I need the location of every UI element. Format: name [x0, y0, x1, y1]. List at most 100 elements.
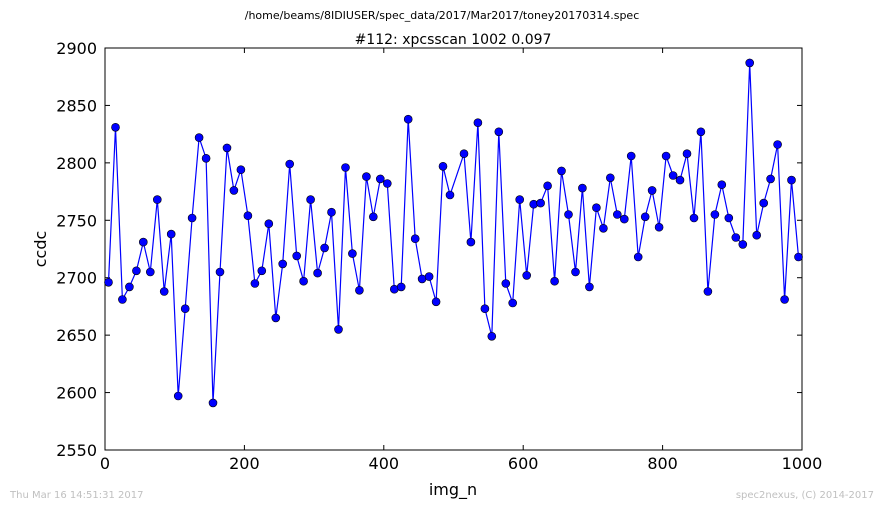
data-point	[773, 140, 782, 149]
y-tick-label: 2700	[56, 269, 97, 288]
x-tick-label: 600	[508, 454, 539, 473]
y-tick-label: 2650	[56, 326, 97, 345]
data-point	[515, 195, 525, 204]
data-point	[396, 282, 406, 292]
data-point	[327, 207, 336, 217]
data-point	[480, 304, 490, 314]
x-tick-label: 400	[369, 454, 400, 473]
data-point	[166, 229, 176, 239]
data-point	[536, 198, 545, 208]
data-point	[571, 267, 580, 277]
data-point	[341, 163, 350, 172]
data-point	[703, 287, 713, 296]
data-point	[731, 233, 741, 242]
data-point	[550, 276, 559, 286]
data-point	[494, 127, 504, 137]
data-point	[780, 295, 789, 304]
data-point	[355, 285, 364, 295]
data-point	[745, 58, 755, 68]
data-point	[661, 151, 671, 161]
data-point	[640, 212, 650, 222]
data-point	[675, 175, 685, 185]
data-point	[118, 295, 127, 304]
data-point	[633, 252, 643, 262]
data-point	[738, 240, 748, 249]
data-point	[375, 174, 385, 184]
x-tick-label: 800	[647, 454, 678, 473]
data-point	[466, 237, 476, 247]
y-tick-label: 2600	[56, 384, 97, 403]
y-tick-label: 2850	[56, 96, 97, 115]
data-point	[696, 127, 706, 137]
data-point	[334, 325, 343, 334]
data-point	[717, 180, 727, 189]
data-point	[382, 179, 392, 188]
y-axis-label: ccdc	[31, 231, 50, 268]
data-point	[557, 166, 566, 176]
data-point	[626, 151, 636, 161]
axis-ticks: 0 200 400 600 800 1000 2550 2600 2650 2700 2750 280…	[56, 39, 822, 473]
data-point	[139, 237, 148, 247]
data-point	[215, 267, 225, 277]
data-point	[159, 287, 169, 296]
data-point	[153, 195, 162, 204]
data-point	[410, 234, 420, 243]
data-point	[222, 143, 232, 153]
data-point	[257, 266, 267, 276]
data-point	[619, 214, 629, 224]
data-series	[104, 58, 803, 408]
data-point	[647, 186, 657, 195]
data-point	[362, 172, 371, 181]
data-point	[543, 181, 552, 191]
chart-title: #112: xpcsscan 1002 0.097	[355, 32, 552, 48]
data-point	[612, 210, 622, 219]
data-point	[487, 331, 497, 341]
data-point	[710, 210, 720, 219]
data-point	[605, 173, 615, 183]
data-point	[585, 282, 594, 292]
footer-timestamp: Thu Mar 16 14:51:31 2017	[9, 490, 143, 501]
y-tick-label: 2750	[56, 211, 97, 230]
data-point	[104, 277, 113, 287]
data-point	[348, 249, 357, 258]
chart-suptitle: /home/beams/8IDIUSER/spec_data/2017/Mar2…	[245, 9, 640, 22]
data-point	[306, 195, 315, 204]
data-point	[264, 219, 274, 228]
x-tick-label: 1000	[782, 454, 823, 473]
data-point	[299, 276, 308, 286]
data-point	[243, 211, 253, 220]
data-point	[668, 171, 678, 180]
data-point	[201, 154, 211, 163]
data-point	[320, 243, 329, 253]
data-point	[368, 212, 378, 222]
data-point	[724, 213, 734, 223]
data-point	[501, 279, 511, 288]
data-point	[682, 149, 692, 158]
data-point	[278, 259, 288, 269]
data-point	[180, 304, 190, 314]
footer-credit: spec2nexus, (C) 2014-2017	[736, 490, 874, 501]
data-point	[271, 313, 281, 323]
data-point	[250, 279, 260, 288]
data-point	[766, 174, 775, 184]
data-point	[564, 210, 573, 219]
data-point	[599, 224, 608, 233]
y-tick-label: 2800	[56, 154, 97, 173]
data-point	[313, 268, 322, 278]
data-point	[431, 297, 441, 307]
data-point	[194, 133, 204, 142]
data-point	[578, 183, 587, 193]
data-point	[111, 123, 120, 132]
data-point	[522, 271, 532, 280]
data-point	[459, 149, 469, 158]
plot-area	[104, 47, 803, 451]
data-point	[187, 213, 197, 223]
data-point	[759, 198, 769, 208]
y-tick-label: 2900	[56, 39, 97, 58]
data-point	[654, 222, 664, 232]
data-point	[787, 175, 796, 185]
data-point	[445, 190, 455, 200]
data-point	[592, 203, 601, 212]
x-axis-label: img_n	[429, 480, 477, 500]
